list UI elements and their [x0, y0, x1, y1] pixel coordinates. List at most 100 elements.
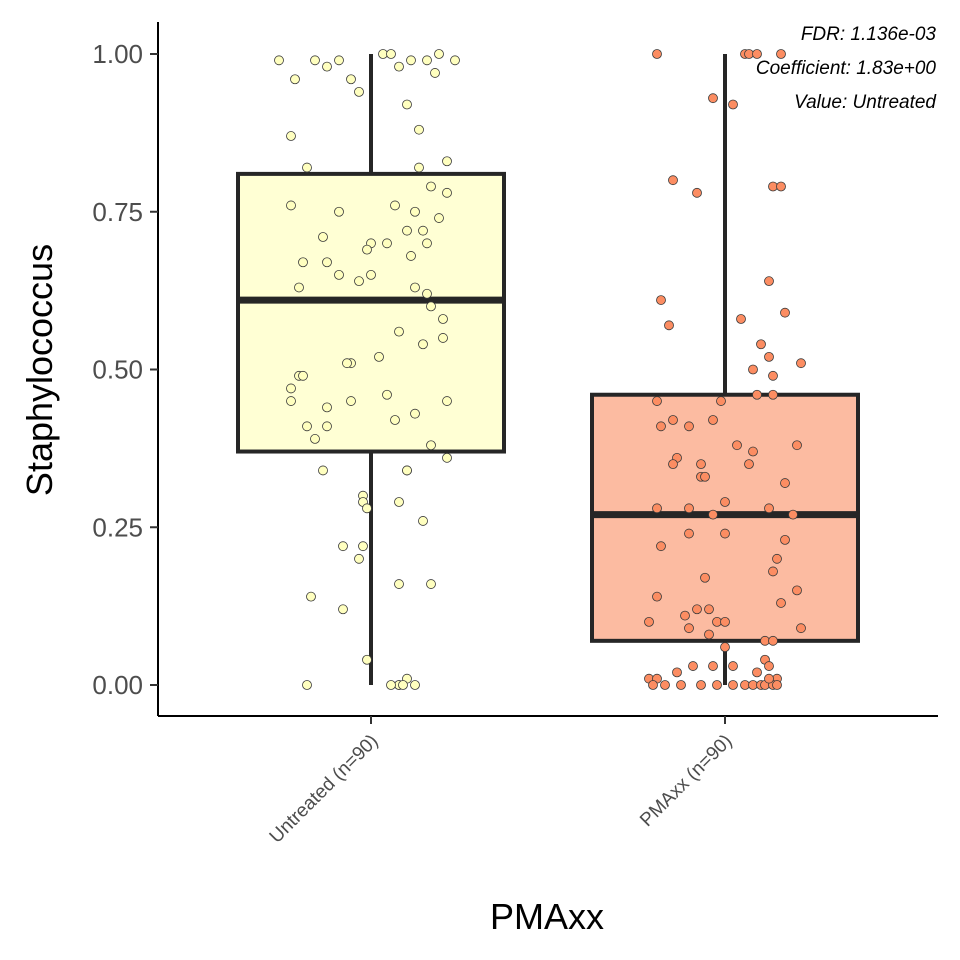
data-point	[780, 307, 790, 318]
data-point	[764, 673, 774, 684]
x-axis-title: PMAxx	[490, 896, 604, 937]
data-point	[374, 351, 384, 362]
data-point	[422, 288, 432, 299]
data-point	[438, 314, 448, 324]
data-point	[322, 61, 332, 72]
data-point	[310, 55, 320, 66]
data-point	[294, 282, 304, 293]
data-point	[362, 244, 372, 255]
box	[236, 171, 506, 454]
data-point	[318, 232, 328, 242]
y-tick-label: 0.75	[92, 197, 143, 227]
data-point	[354, 86, 364, 97]
data-point	[652, 396, 662, 406]
data-point	[656, 541, 666, 552]
data-point	[744, 459, 754, 470]
data-point	[286, 200, 296, 211]
data-point	[796, 358, 806, 369]
y-tick-label: 0.50	[92, 355, 143, 385]
data-point	[422, 55, 432, 66]
data-point	[748, 364, 758, 375]
data-point	[410, 680, 420, 690]
data-point	[354, 276, 364, 287]
data-point	[792, 585, 802, 596]
data-point	[418, 339, 428, 350]
annotation-coefficient: Coefficient: 1.83e+00	[756, 58, 937, 79]
data-point	[322, 402, 332, 413]
data-point	[704, 629, 714, 640]
data-point	[418, 516, 428, 526]
data-point	[382, 238, 392, 249]
data-point	[772, 680, 782, 690]
data-point	[334, 269, 344, 280]
data-point	[434, 49, 444, 59]
data-point	[322, 257, 332, 268]
data-point	[704, 604, 714, 615]
data-point	[426, 440, 436, 451]
data-point	[342, 358, 352, 369]
data-point	[652, 591, 662, 602]
data-point	[708, 415, 718, 425]
data-point	[442, 396, 452, 406]
data-point	[764, 276, 774, 287]
data-point	[426, 579, 436, 589]
data-point	[728, 661, 738, 671]
data-point	[684, 421, 694, 432]
data-point	[418, 225, 428, 236]
data-point	[406, 55, 416, 66]
data-point	[684, 503, 694, 514]
data-point	[290, 74, 300, 85]
data-point	[394, 326, 404, 337]
data-point	[768, 389, 778, 400]
data-point	[362, 503, 372, 514]
data-point	[692, 604, 702, 615]
data-point	[334, 206, 344, 217]
data-point	[382, 389, 392, 400]
data-point	[410, 282, 420, 293]
data-point	[286, 383, 296, 394]
data-point	[338, 604, 348, 615]
data-point	[668, 175, 678, 186]
data-point	[756, 339, 766, 350]
data-point	[764, 503, 774, 514]
data-point	[346, 396, 356, 406]
data-point	[728, 680, 738, 690]
data-point	[414, 162, 424, 173]
data-point	[652, 49, 662, 59]
data-point	[680, 610, 690, 621]
data-point	[736, 314, 746, 324]
data-point	[318, 465, 328, 476]
data-point	[776, 181, 786, 192]
data-point	[788, 509, 798, 520]
data-point	[720, 528, 730, 539]
x-tick-label: PMAxx (n=90)	[636, 731, 736, 831]
data-point	[386, 49, 396, 59]
boxes-layer	[236, 54, 860, 685]
data-point	[442, 452, 452, 463]
data-point	[410, 206, 420, 217]
data-point	[644, 617, 654, 627]
data-point	[322, 421, 332, 432]
data-point	[684, 623, 694, 634]
data-point	[728, 99, 738, 110]
data-point	[402, 99, 412, 110]
y-axis-title: Staphylococcus	[19, 244, 60, 496]
data-point	[434, 213, 444, 223]
data-point	[310, 434, 320, 444]
data-point	[712, 680, 722, 690]
data-point	[442, 156, 452, 167]
data-point	[366, 269, 376, 280]
data-point	[764, 661, 774, 671]
data-point	[438, 333, 448, 343]
annotation-fdr: FDR: 1.136e-03	[801, 24, 937, 45]
data-point	[796, 623, 806, 634]
data-point	[398, 680, 408, 690]
data-point	[406, 251, 416, 261]
y-tick-label: 1.00	[92, 39, 143, 69]
data-point	[748, 446, 758, 457]
data-point	[688, 661, 698, 671]
y-tick-label: 0.25	[92, 512, 143, 542]
data-point	[668, 459, 678, 470]
data-point	[414, 124, 424, 135]
